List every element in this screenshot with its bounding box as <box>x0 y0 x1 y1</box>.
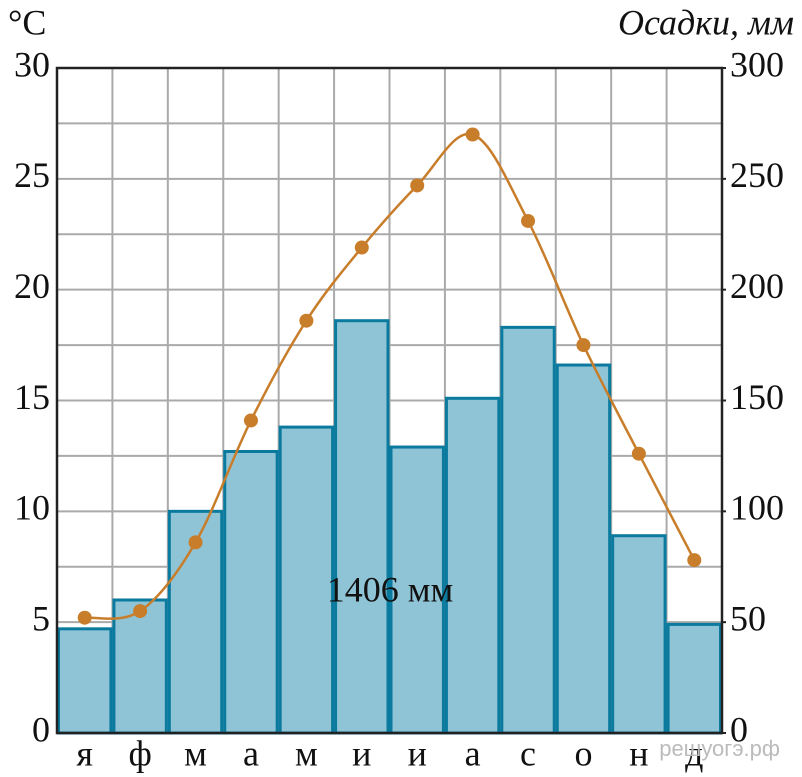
temperature-point <box>354 240 369 255</box>
y2-tick-label: 250 <box>730 155 784 195</box>
bar <box>278 425 335 735</box>
y-tick-label: 25 <box>14 155 50 195</box>
x-tick-label: о <box>574 733 592 773</box>
plot-frame <box>55 66 724 735</box>
temperature-point <box>77 610 92 625</box>
y-tick-label: 15 <box>14 377 50 417</box>
temperature-point <box>299 313 314 328</box>
bar <box>334 319 390 735</box>
y2-tick-label: 50 <box>730 598 766 638</box>
temperature-point <box>631 446 646 461</box>
temperature-point <box>188 535 203 550</box>
x-tick-label: ф <box>128 733 151 773</box>
bar <box>57 627 113 735</box>
x-tick-label: м <box>295 733 318 773</box>
bar <box>611 534 667 735</box>
y2-tick-label: 100 <box>730 488 784 528</box>
temperature-point <box>687 553 702 568</box>
x-tick-label: и <box>408 733 427 773</box>
y-tick-label: 10 <box>14 488 50 528</box>
x-tick-label: н <box>629 733 648 773</box>
x-tick-label: я <box>76 733 93 773</box>
x-tick-label: и <box>352 733 371 773</box>
x-tick-label: с <box>520 733 536 773</box>
y-tick-label: 0 <box>32 709 50 749</box>
bar <box>389 445 445 735</box>
bar <box>500 325 556 735</box>
x-tick-label: а <box>465 733 481 773</box>
y2-axis-label: Осадки, мм <box>618 2 794 42</box>
temperature-point <box>410 178 425 193</box>
y-axis-label: °C <box>8 2 46 42</box>
x-tick-label: м <box>184 733 207 773</box>
temperature-point <box>133 604 148 619</box>
bar <box>223 449 279 735</box>
bar <box>555 363 612 735</box>
annotation: 1406 мм <box>327 569 454 609</box>
y-tick-label: 20 <box>14 266 50 306</box>
x-tick-label: д <box>685 733 703 773</box>
bar <box>666 622 722 735</box>
temperature-point <box>521 213 536 228</box>
temperature-point <box>576 338 591 353</box>
temperature-point <box>243 413 258 428</box>
bar <box>444 396 501 735</box>
y2-tick-label: 150 <box>730 377 784 417</box>
y-tick-label: 5 <box>32 598 50 638</box>
x-tick-label: а <box>243 733 259 773</box>
temperature-point <box>465 127 480 142</box>
y2-tick-label: 300 <box>730 44 784 84</box>
y2-tick-label: 0 <box>730 709 748 749</box>
y2-tick-label: 200 <box>730 266 784 306</box>
y-tick-label: 30 <box>14 44 50 84</box>
bar <box>112 598 168 735</box>
watermark: решуогэ.рф <box>659 736 780 761</box>
